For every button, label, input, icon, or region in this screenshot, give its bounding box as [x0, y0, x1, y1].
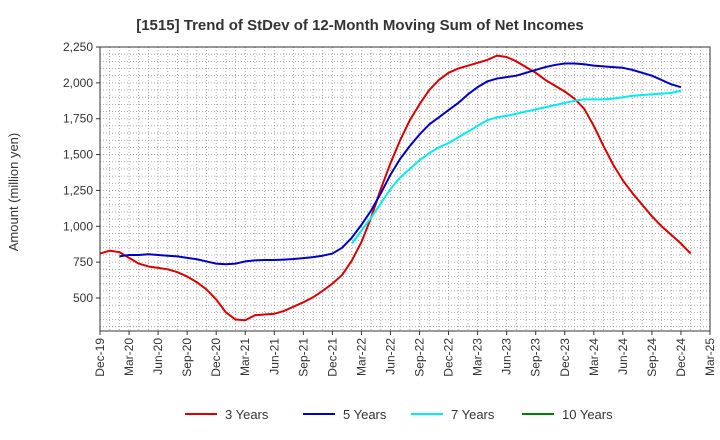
y-tick-label: 1,500 — [63, 148, 93, 162]
y-tick-label: 1,000 — [63, 219, 93, 233]
legend-label-3: 7 Years — [451, 407, 495, 422]
plot-border — [99, 46, 711, 332]
series-line-3 — [350, 89, 682, 245]
x-tick-label: Jun-23 — [500, 338, 514, 375]
chart-title: [1515] Trend of StDev of 12-Month Moving… — [136, 17, 584, 34]
legend: 3 Years 5 Years 7 Years 10 Years — [185, 407, 613, 422]
x-tick-label: Mar-23 — [471, 338, 485, 376]
series-layer — [99, 54, 692, 322]
legend-label-1: 3 Years — [225, 407, 269, 422]
x-tick-label: Jun-21 — [267, 338, 281, 375]
x-tick-label: Mar-22 — [354, 338, 368, 376]
x-tick-label: Dec-19 — [93, 338, 107, 377]
y-axis-label: Amount (million yen) — [6, 133, 21, 252]
y-ticks: 500 750 1,000 1,250 1,500 1,750 2,000 2,250 — [63, 40, 100, 305]
y-tick-label: 2,000 — [63, 76, 93, 90]
x-tick-label: Dec-22 — [442, 338, 456, 377]
x-tick-label: Mar-25 — [703, 338, 717, 376]
x-tick-label: Sep-23 — [529, 338, 543, 377]
legend-label-4: 10 Years — [562, 407, 613, 422]
x-tick-label: Dec-23 — [558, 338, 572, 377]
y-tick-label: 2,250 — [63, 40, 93, 54]
plot-frame — [99, 46, 711, 332]
x-tick-label: Mar-24 — [587, 338, 601, 376]
y-tick-label: 750 — [73, 255, 93, 269]
x-tick-label: Sep-24 — [645, 338, 659, 377]
grid — [100, 47, 710, 331]
y-tick-label: 500 — [73, 291, 93, 305]
x-tick-label: Jun-20 — [151, 338, 165, 375]
x-tick-label: Jun-22 — [383, 338, 397, 375]
x-tick-label: Sep-20 — [180, 338, 194, 377]
plot-background — [100, 47, 710, 331]
plot-area — [100, 47, 710, 331]
x-tick-label: Sep-21 — [296, 338, 310, 377]
x-tick-label: Mar-21 — [238, 338, 252, 376]
series-line-1 — [99, 54, 692, 322]
y-tick-label: 1,750 — [63, 112, 93, 126]
x-ticks: Dec-19 Mar-20 Jun-20 Sep-20 Dec-20 Mar-21 Jun-… — [93, 331, 717, 377]
x-tick-label: Mar-20 — [122, 338, 136, 376]
x-tick-label: Dec-24 — [674, 338, 688, 377]
y-tick-label: 1,250 — [63, 183, 93, 197]
legend-label-2: 5 Years — [343, 407, 387, 422]
x-tick-label: Sep-22 — [413, 338, 427, 377]
x-tick-label: Dec-21 — [325, 338, 339, 377]
x-tick-label: Dec-20 — [209, 338, 223, 377]
series-line-2 — [119, 62, 682, 266]
x-tick-label: Jun-24 — [616, 338, 630, 375]
